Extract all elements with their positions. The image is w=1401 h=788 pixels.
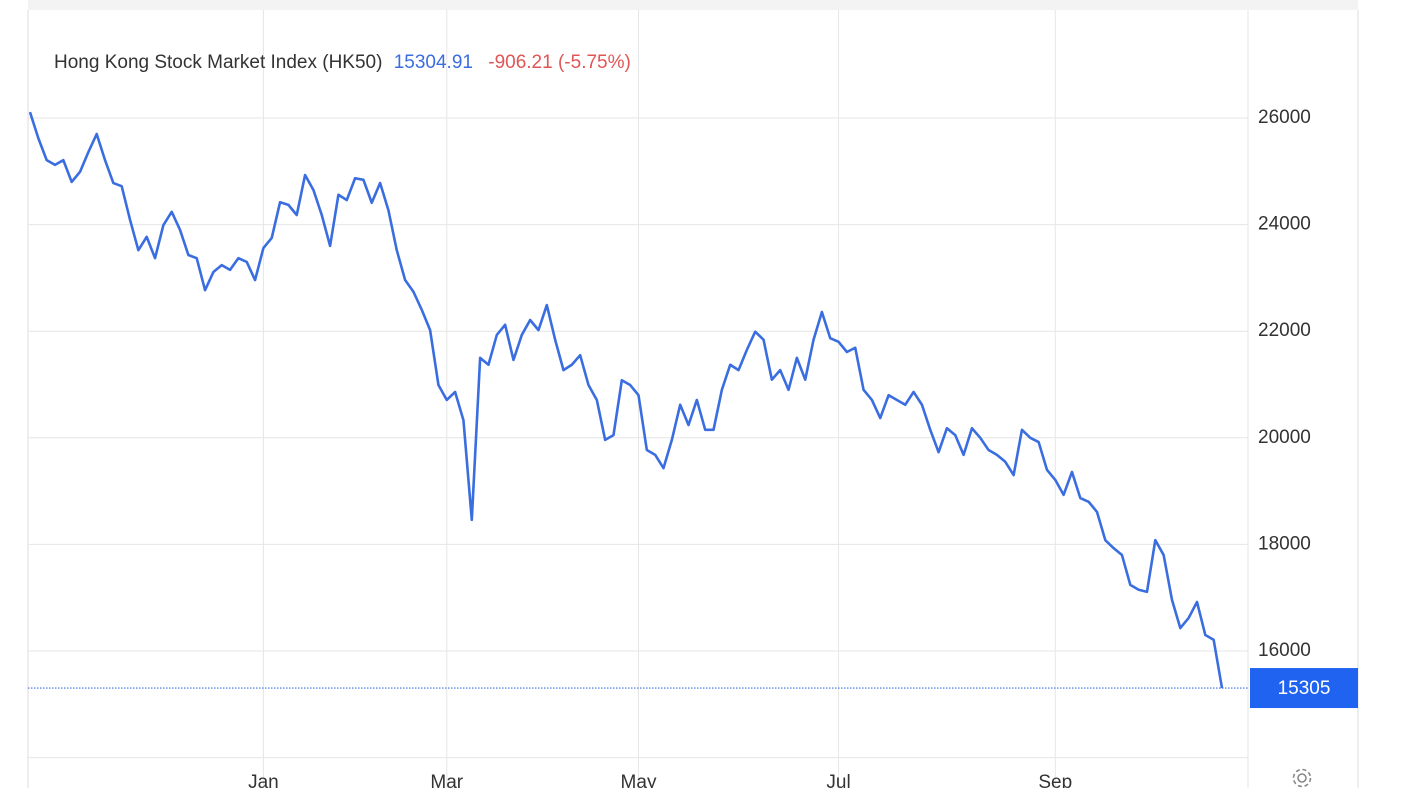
y-tick-label: 20000 [1258,427,1311,448]
last-price-box [1250,668,1358,709]
plot: 16000 18000 20000 22000 24000 26000 Jan Mar May J… [28,10,1358,788]
change: -906.21 (-5.75%) [488,52,631,73]
x-tick-label: Jan [248,772,279,788]
price: 15304.91 [394,52,473,73]
x-tick-label: May [621,772,657,788]
price-line [28,111,1224,689]
y-tick-label: 24000 [1258,214,1311,235]
header: Hong Kong Stock Market Index (HK50) 1530… [54,52,631,73]
x-tick-label: Mar [430,772,463,788]
y-tick-label: 22000 [1258,320,1311,341]
chart-title: Hong Kong Stock Market Index (HK50) [54,52,382,73]
top-bar [28,0,1358,10]
x-tick-label: Jul [826,772,850,788]
y-tick-label: 18000 [1258,533,1311,554]
y-tick-label: 16000 [1258,640,1311,661]
last-price-label: 15305 [1278,678,1331,699]
y-tick-label: 26000 [1258,107,1311,128]
settings-icon[interactable] [1292,768,1312,788]
x-tick-label: Sep [1038,772,1072,788]
